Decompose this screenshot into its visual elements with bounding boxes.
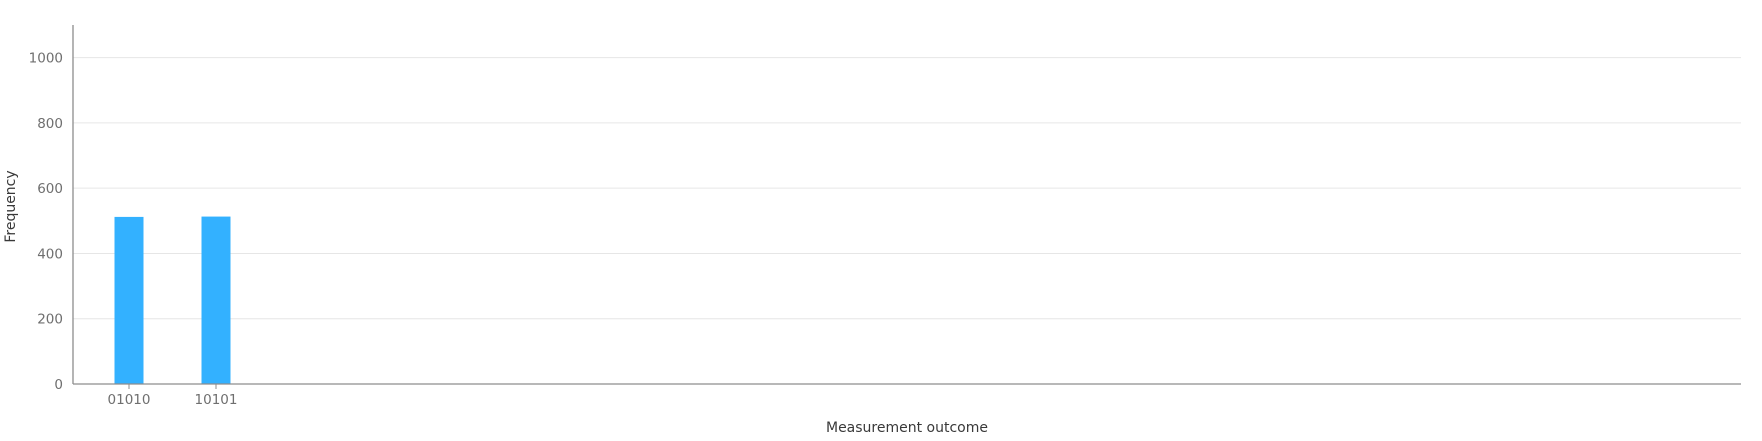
y-tick-label: 0 xyxy=(54,377,63,393)
bar-01010[interactable] xyxy=(114,216,144,384)
x-tick-label: 10101 xyxy=(195,392,238,408)
x-tick-labels: 01010 10101 xyxy=(108,384,238,408)
y-tick-label: 200 xyxy=(37,312,63,328)
y-tick-label: 400 xyxy=(37,246,63,262)
grid-layer xyxy=(73,57,1741,320)
y-tick-label: 1000 xyxy=(29,51,63,67)
y-tick-label: 800 xyxy=(37,116,63,132)
y-tick-label: 600 xyxy=(37,181,63,197)
bar-layer xyxy=(114,216,231,384)
x-tick-label: 01010 xyxy=(108,392,151,408)
y-axis-title: Frequency xyxy=(3,170,19,242)
y-tick-labels: 0 200 400 600 800 1000 xyxy=(29,51,63,393)
bar-10101[interactable] xyxy=(201,216,231,384)
x-axis-title: Measurement outcome xyxy=(826,420,988,436)
axis-layer xyxy=(72,25,1741,385)
